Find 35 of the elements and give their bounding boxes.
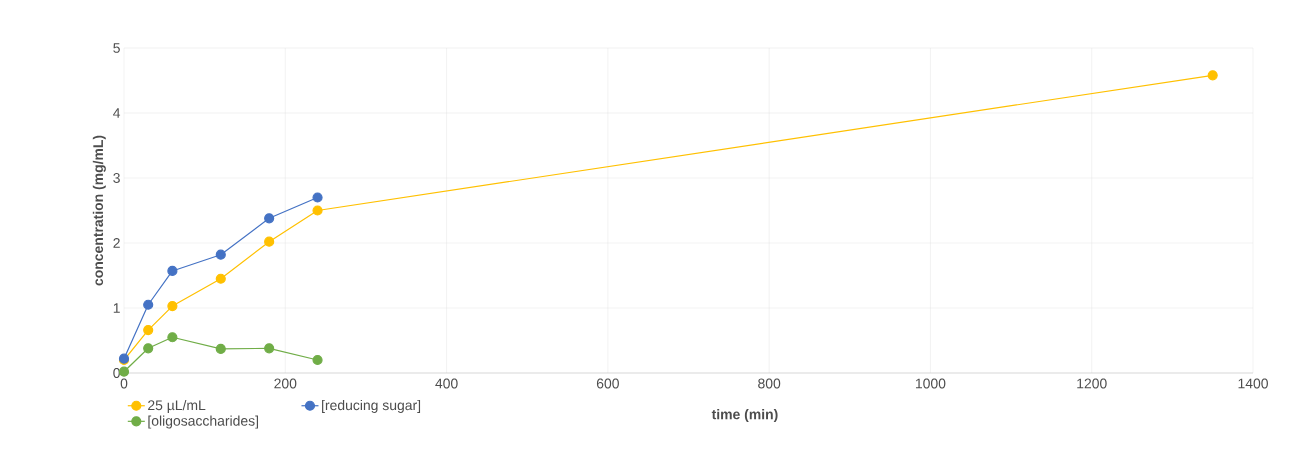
point xyxy=(167,300,178,312)
point xyxy=(143,299,154,310)
y-tick-label: 5 xyxy=(113,43,120,53)
y-tick-label: 2 xyxy=(113,238,120,248)
y-tick-label: 0 xyxy=(113,368,120,378)
point xyxy=(143,343,154,354)
point xyxy=(167,332,178,343)
x-tick-label: 1400 xyxy=(1238,378,1268,389)
point xyxy=(264,343,275,354)
point xyxy=(215,343,226,355)
x-tick-label: 0 xyxy=(120,378,128,389)
point xyxy=(312,192,323,203)
x-tick-label: 200 xyxy=(274,378,297,389)
x-axis-title: time (min) xyxy=(711,409,778,423)
x-tick-label: 1200 xyxy=(1077,378,1107,389)
point xyxy=(264,236,275,247)
point xyxy=(312,205,323,216)
x-tick-label: 800 xyxy=(758,378,781,389)
y-tick-label: 3 xyxy=(113,173,120,183)
point xyxy=(215,273,226,284)
y-axis-title: concentration (mg/mL) xyxy=(92,135,106,286)
x-tick-label: 1000 xyxy=(915,378,946,389)
y-tick-label: 1 xyxy=(113,303,120,313)
legend-label: [reducing sugar] xyxy=(322,399,421,413)
legend-label: 25 µL/mL xyxy=(148,399,206,413)
x-tick-label: 600 xyxy=(596,378,619,389)
point xyxy=(215,249,226,260)
y-tick-label: 4 xyxy=(113,108,121,118)
point xyxy=(264,213,275,224)
point xyxy=(1207,70,1218,81)
x-tick-label: 400 xyxy=(435,378,458,389)
point xyxy=(167,265,178,277)
point xyxy=(312,354,323,366)
point xyxy=(143,325,154,336)
legend-label: [oligosaccharides] xyxy=(148,415,259,429)
